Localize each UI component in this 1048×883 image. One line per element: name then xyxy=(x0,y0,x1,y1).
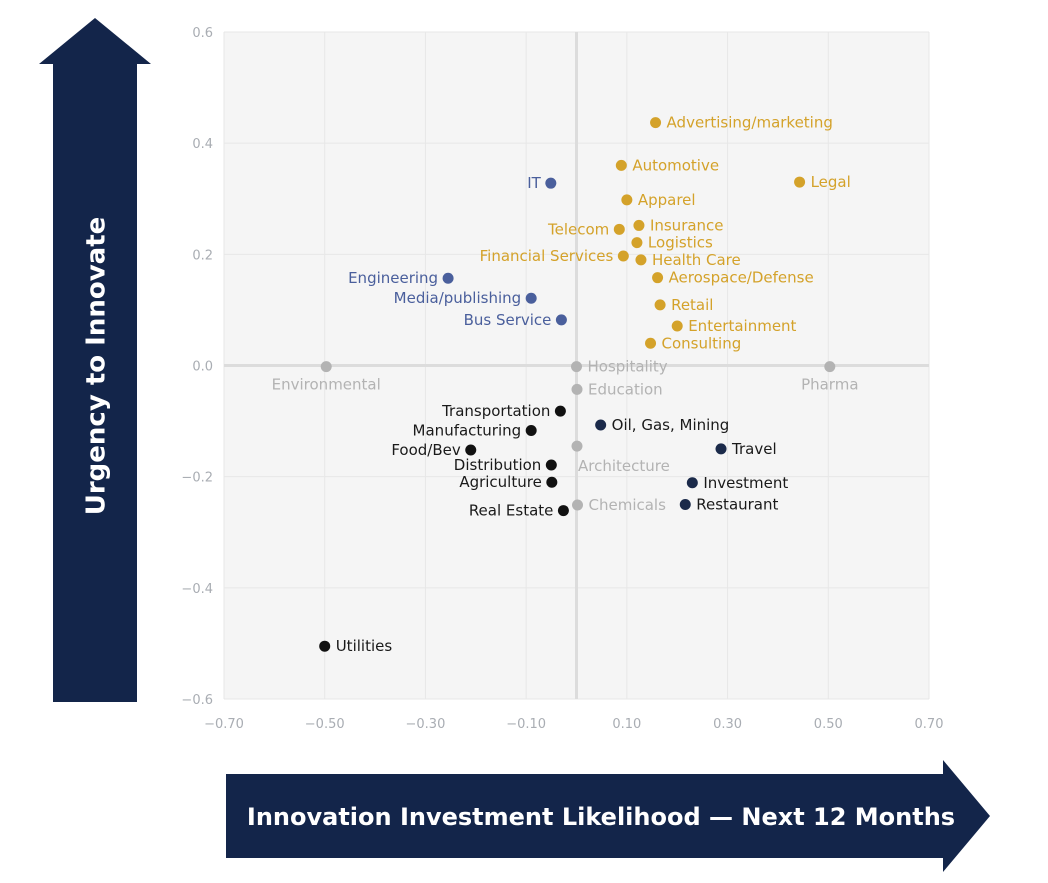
point-label: Chemicals xyxy=(589,496,667,514)
point-label: Entertainment xyxy=(688,317,796,335)
point-label: Agriculture xyxy=(459,473,542,491)
x-tick-label: −0.30 xyxy=(406,717,446,732)
point-label: Oil, Gas, Mining xyxy=(612,416,730,434)
data-point xyxy=(525,292,537,304)
y-tick-label: 0.2 xyxy=(192,248,213,263)
x-tick-label: 0.30 xyxy=(713,717,742,732)
data-point xyxy=(824,361,836,373)
point-label: Architecture xyxy=(578,457,670,475)
data-point xyxy=(615,159,627,171)
y-tick-label: 0.6 xyxy=(192,26,213,41)
data-point xyxy=(545,459,557,471)
data-point xyxy=(645,337,657,349)
y-arrow-shape xyxy=(39,18,151,702)
point-label: IT xyxy=(527,174,541,192)
y-axis-arrow: Urgency to Innovate xyxy=(39,18,151,702)
point-label: Financial Services xyxy=(480,247,614,265)
x-tick-label: −0.10 xyxy=(506,717,546,732)
point-label: Hospitality xyxy=(588,358,668,376)
point-label: Health Care xyxy=(652,251,741,269)
x-axis-arrow: Innovation Investment Likelihood — Next … xyxy=(226,760,990,872)
data-point xyxy=(557,505,569,517)
point-label: Apparel xyxy=(638,191,696,209)
data-point xyxy=(652,272,664,284)
y-tick-label: −0.6 xyxy=(181,693,213,708)
point-label: Real Estate xyxy=(469,502,554,520)
data-point xyxy=(465,444,477,456)
data-point xyxy=(621,194,633,206)
point-label: Aerospace/Defense xyxy=(669,269,814,287)
point-label: Media/publishing xyxy=(394,289,522,307)
point-label: Food/Bev xyxy=(391,441,461,459)
data-point xyxy=(545,177,557,189)
point-label: Education xyxy=(588,380,663,398)
point-label: Telecom xyxy=(547,220,609,238)
point-label: Manufacturing xyxy=(413,422,522,440)
x-tick-label: −0.70 xyxy=(204,717,244,732)
point-label: Transportation xyxy=(441,402,550,420)
data-point xyxy=(320,361,332,373)
data-point xyxy=(319,640,331,652)
y-tick-label: −0.4 xyxy=(181,582,213,597)
plot-area: −0.70 −0.50 −0.30 −0.10 0.10 0.30 0.50 0.70 0.6 0… xyxy=(181,26,943,732)
data-point xyxy=(525,425,537,437)
y-tick-label: 0.4 xyxy=(192,137,213,152)
point-label: Travel xyxy=(731,440,777,458)
data-point xyxy=(571,383,583,395)
data-point xyxy=(679,498,691,510)
point-label: Investment xyxy=(703,474,788,492)
point-label: Distribution xyxy=(454,456,542,474)
data-point xyxy=(595,419,607,431)
x-tick-label: 0.10 xyxy=(612,717,641,732)
data-point xyxy=(671,320,683,332)
data-point xyxy=(794,176,806,188)
data-point xyxy=(613,223,625,235)
point-label: Utilities xyxy=(336,637,393,655)
x-arrow-shape xyxy=(226,760,990,872)
y-axis-label: Urgency to Innovate xyxy=(82,217,112,516)
data-point xyxy=(715,443,727,455)
point-label: Retail xyxy=(671,296,713,314)
data-point xyxy=(442,272,454,284)
data-point xyxy=(617,250,629,262)
y-tick-label: 0.0 xyxy=(192,360,213,375)
data-point xyxy=(650,117,662,129)
point-label: Pharma xyxy=(801,376,858,394)
point-label: Environmental xyxy=(272,376,381,394)
data-point xyxy=(571,361,582,373)
point-label: Consulting xyxy=(662,334,742,352)
data-point xyxy=(635,254,647,266)
data-point xyxy=(546,476,558,488)
point-label: Insurance xyxy=(650,216,724,234)
x-tick-label: 0.50 xyxy=(814,717,843,732)
point-label: Restaurant xyxy=(696,495,778,513)
data-point xyxy=(686,477,698,489)
point-label: Logistics xyxy=(648,234,713,252)
data-point xyxy=(572,499,584,511)
data-point xyxy=(555,314,567,326)
data-point xyxy=(633,219,645,231)
data-point xyxy=(554,405,566,417)
point-label: Bus Service xyxy=(464,311,552,329)
x-tick-label: −0.50 xyxy=(305,717,345,732)
y-tick-label: −0.2 xyxy=(181,471,213,486)
point-label: Legal xyxy=(811,173,851,191)
data-point xyxy=(571,440,583,452)
x-axis-label: Innovation Investment Likelihood — Next … xyxy=(247,803,955,831)
point-label: Engineering xyxy=(348,269,438,287)
data-point xyxy=(631,237,643,249)
point-label: Automotive xyxy=(632,156,719,174)
x-tick-label: 0.70 xyxy=(915,717,944,732)
point-label: Advertising/marketing xyxy=(667,114,833,132)
data-point xyxy=(654,299,666,311)
